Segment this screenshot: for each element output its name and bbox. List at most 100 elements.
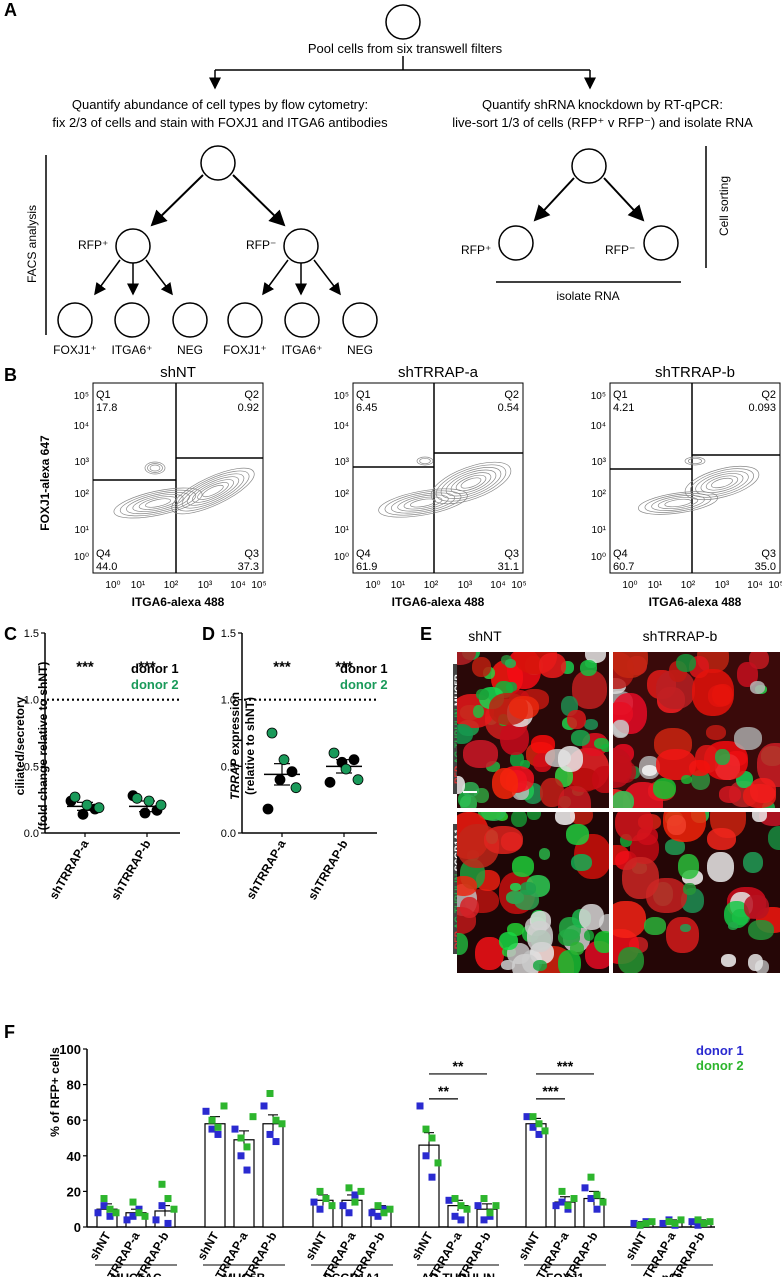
c-legend-donor2: donor 2 xyxy=(131,677,179,692)
rfp-cell xyxy=(614,812,654,841)
contour-ring xyxy=(186,476,240,506)
quadrant-name: Q3 xyxy=(761,548,776,560)
data-point xyxy=(593,1191,601,1199)
data-point xyxy=(492,1202,500,1210)
data-point xyxy=(328,1202,336,1210)
flow-x-tick: 10³ xyxy=(715,580,730,591)
flow-y-tick: 10³ xyxy=(75,457,90,468)
data-point xyxy=(155,799,167,811)
contour-ring xyxy=(690,468,754,498)
data-point xyxy=(260,1102,268,1110)
data-point xyxy=(220,1102,228,1110)
significance-stars: *** xyxy=(557,1058,574,1074)
data-point xyxy=(457,1216,465,1224)
data-point xyxy=(310,1198,318,1206)
rfp-cell xyxy=(613,652,648,678)
quadrant-value: 35.0 xyxy=(755,561,776,573)
flow-plot-title: shTRRAP-a xyxy=(398,365,479,381)
secretory-cell xyxy=(747,954,764,972)
ciliated-cell xyxy=(579,660,598,677)
flow-y-tick: 10³ xyxy=(592,457,607,468)
rfp-cell xyxy=(706,827,736,851)
data-point xyxy=(564,1202,572,1210)
facs-root-circle xyxy=(200,145,236,181)
flow-x-tick: 10⁰ xyxy=(105,580,120,591)
data-point xyxy=(451,1195,459,1203)
significance-stars: *** xyxy=(542,1083,559,1099)
data-point xyxy=(434,1159,442,1167)
c-legend-donor1: donor 1 xyxy=(131,661,179,676)
bar xyxy=(525,1123,547,1228)
ciliated-cell xyxy=(618,947,644,973)
data-point xyxy=(558,1198,566,1206)
contour-ring xyxy=(181,473,245,509)
f-y-axis-label: % of RFP+ cells xyxy=(48,1047,62,1137)
data-point xyxy=(243,1166,251,1174)
c-y-label-2: (fold change relative to shNT) xyxy=(36,661,50,831)
data-point xyxy=(106,1205,114,1213)
ciliated-cell xyxy=(677,854,699,879)
cell-sorting-label: Cell sorting xyxy=(717,175,731,237)
flow-x-tick: 10¹ xyxy=(648,580,663,591)
leaf-label: FOXJ1⁺ xyxy=(53,343,97,357)
quadrant-value: 6.45 xyxy=(356,402,377,414)
ciliated-cell xyxy=(538,848,551,861)
isolate-rna-label: isolate RNA xyxy=(556,289,620,303)
secretory-cell xyxy=(598,913,609,934)
y-tick-label: 1.5 xyxy=(221,628,236,640)
rfp-cell xyxy=(471,656,492,677)
flow-x-tick: 10⁰ xyxy=(365,580,380,591)
data-point xyxy=(463,1205,471,1213)
flow-x-tick: 10² xyxy=(681,580,696,591)
data-point xyxy=(451,1212,459,1220)
flow-y-tick: 10³ xyxy=(335,457,350,468)
rfp-cell xyxy=(557,786,591,808)
group-label: p63 xyxy=(662,1271,683,1277)
group-label: AC-TUBULIN xyxy=(421,1271,495,1277)
contour-ring xyxy=(684,465,760,501)
x-category-label: shTRRAP-b xyxy=(305,838,350,903)
data-point xyxy=(123,1216,131,1224)
facs-analysis-label: FACS analysis xyxy=(25,204,39,284)
data-point xyxy=(352,774,364,786)
micrograph-shnt-scgb1a1 xyxy=(457,812,609,973)
data-point xyxy=(694,1216,702,1224)
y-tick-label: 60 xyxy=(67,1113,81,1128)
ciliated-cell xyxy=(742,851,764,874)
ciliated-cell xyxy=(472,705,485,719)
data-point xyxy=(328,747,340,759)
data-point xyxy=(380,1209,388,1217)
data-point xyxy=(630,1219,638,1227)
y-tick-label: 1.5 xyxy=(24,628,39,640)
rfp-minus-label-left: RFP⁻ xyxy=(246,238,277,252)
pool-circle xyxy=(385,4,421,40)
data-point xyxy=(112,1209,120,1217)
data-point xyxy=(316,1187,324,1195)
ciliated-cell xyxy=(748,919,774,941)
ciliated-cell xyxy=(459,795,477,808)
quadrant-name: Q3 xyxy=(244,548,259,560)
flow-x-axis-label: ITGA6-alexa 488 xyxy=(649,595,742,609)
data-point xyxy=(158,1180,166,1188)
flow-x-tick: 10¹ xyxy=(131,580,146,591)
panel-letter-C: C xyxy=(4,624,17,644)
rfp-cell xyxy=(508,695,540,720)
rfp-cell xyxy=(613,901,647,938)
ciliated-cell xyxy=(600,744,609,753)
data-point xyxy=(523,1113,531,1121)
quadrant-name: Q4 xyxy=(613,548,628,560)
contour-ring xyxy=(144,461,166,475)
group-label: FOXJ1 xyxy=(546,1271,584,1277)
data-point xyxy=(368,1209,376,1217)
rfp-cell xyxy=(531,735,555,754)
left-branch-text-2: fix 2/3 of cells and stain with FOXJ1 an… xyxy=(52,115,388,130)
secretory-cell xyxy=(720,954,737,967)
data-point xyxy=(357,1187,365,1195)
group-label: SCGB1A1 xyxy=(324,1271,381,1277)
group-label: MUC5AC xyxy=(110,1271,162,1277)
rfp-cell xyxy=(744,895,769,919)
secretory-cell xyxy=(707,852,735,883)
data-point xyxy=(249,1113,257,1121)
